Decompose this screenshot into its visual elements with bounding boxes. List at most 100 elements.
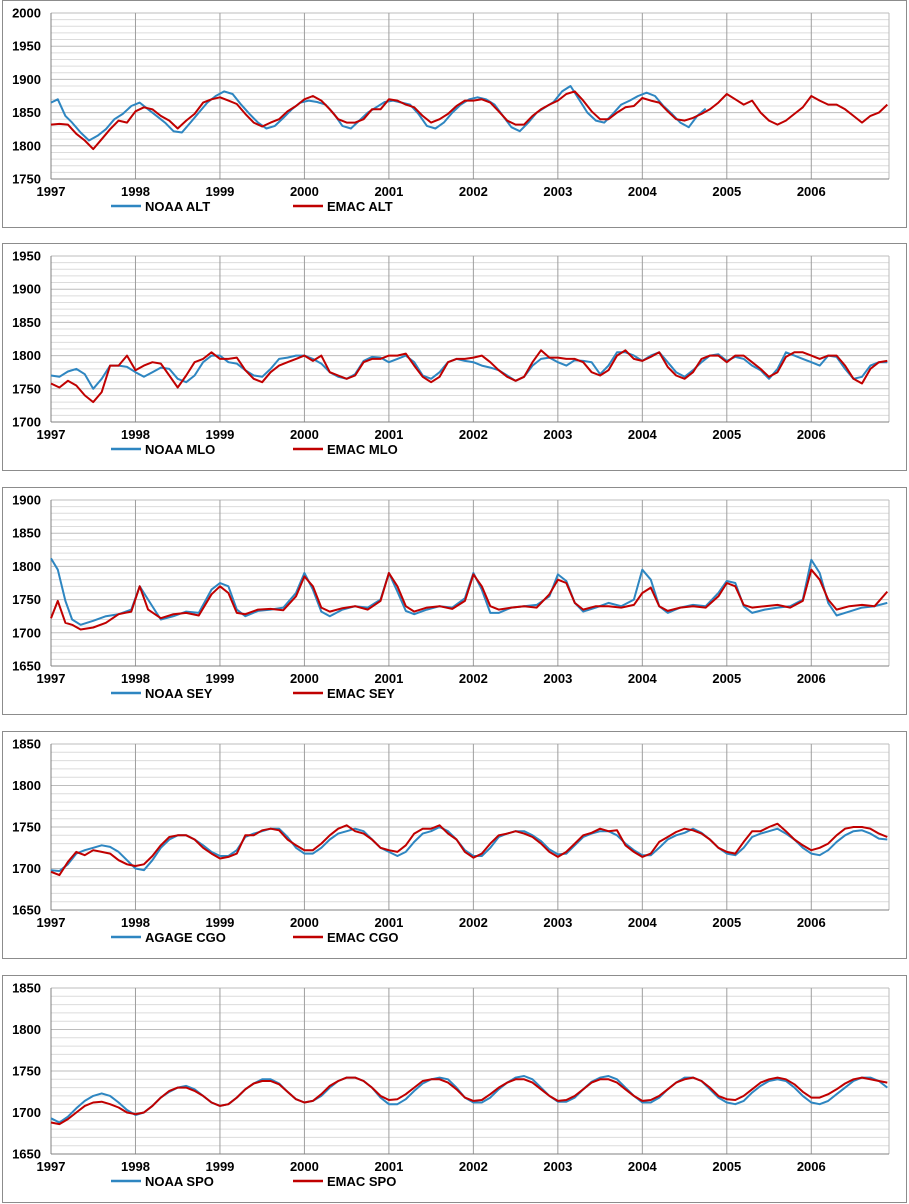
chart-panel-sey: 1650 1700 1750 1800 1850 1900 1997 1998 1999 2000… — [2, 487, 907, 715]
x-tick-label: 2001 — [374, 1159, 403, 1174]
x-tick-label: 2000 — [290, 915, 319, 930]
x-tick-label: 1999 — [205, 915, 234, 930]
x-tick-label: 2004 — [628, 184, 658, 199]
x-tick-label: 2005 — [712, 427, 741, 442]
y-tick-label: 1750 — [12, 381, 41, 396]
y-tick-label: 1900 — [12, 282, 41, 297]
x-tick-label: 2003 — [543, 184, 572, 199]
x-tick-label: 1998 — [121, 184, 150, 199]
x-tick-label: 2003 — [543, 427, 572, 442]
y-tick-label: 1850 — [12, 105, 41, 120]
y-tick-label: 1700 — [12, 861, 41, 876]
x-tick-label: 2005 — [712, 1159, 741, 1174]
chart-panel-spo: 1650 1700 1750 1800 1850 1997 1998 1999 2000 2001… — [2, 975, 907, 1203]
y-tick-label: 1800 — [12, 559, 41, 574]
y-tick-label: 1650 — [12, 1147, 41, 1162]
legend-label: NOAA SEY — [145, 686, 213, 701]
legend-label: EMAC ALT — [327, 199, 393, 214]
y-tick-label: 1800 — [12, 138, 41, 153]
x-tick-label: 1997 — [37, 671, 66, 686]
x-tick-label: 2006 — [797, 915, 826, 930]
x-tick-label: 2006 — [797, 671, 826, 686]
legend-label: NOAA SPO — [145, 1174, 214, 1189]
chart-mlo: 1700 1750 1800 1850 1900 1950 1997 1998 1999 2000… — [12, 249, 890, 457]
x-tick-label: 1998 — [121, 671, 150, 686]
gridlines — [50, 255, 890, 423]
series-line-emac-sey — [50, 568, 889, 631]
x-tick-label: 1997 — [37, 1159, 66, 1174]
chart-panel-mlo: 1700 1750 1800 1850 1900 1950 1997 1998 1999 2000… — [2, 243, 907, 471]
x-tick-label: 1997 — [37, 915, 66, 930]
chart-panel-alt: 1750 1800 1850 1900 1950 2000 1997 1998 1999 2000… — [2, 0, 907, 228]
legend-label: AGAGE CGO — [145, 930, 226, 945]
y-tick-label: 1750 — [12, 172, 41, 187]
y-tick-label: 1650 — [12, 903, 41, 918]
series-line-emac-mlo — [50, 349, 888, 404]
x-tick-label: 2000 — [290, 184, 319, 199]
legend-label: EMAC CGO — [327, 930, 399, 945]
x-tick-label: 2004 — [628, 671, 658, 686]
x-tick-label: 2001 — [374, 184, 403, 199]
y-tick-label: 1850 — [12, 526, 41, 541]
x-tick-label: 2003 — [543, 915, 572, 930]
legend-label: NOAA MLO — [145, 442, 215, 457]
y-tick-label: 1800 — [12, 778, 41, 793]
x-tick-label: 2001 — [374, 671, 403, 686]
y-tick-label: 1850 — [12, 315, 41, 330]
x-tick-label: 2000 — [290, 427, 319, 442]
x-tick-label: 2002 — [459, 915, 488, 930]
x-tick-label: 1998 — [121, 1159, 150, 1174]
x-tick-label: 2003 — [543, 671, 572, 686]
series-line-emac-spo — [50, 1076, 888, 1126]
y-tick-label: 1950 — [12, 249, 41, 264]
series-line-emac-cgo — [50, 822, 888, 877]
x-tick-label: 1999 — [205, 427, 234, 442]
gridlines — [50, 499, 890, 667]
x-tick-label: 2002 — [459, 427, 488, 442]
chart-alt: 1750 1800 1850 1900 1950 2000 1997 1998 1999 2000… — [12, 6, 890, 214]
y-tick-label: 1850 — [12, 737, 41, 752]
x-tick-label: 2002 — [459, 671, 488, 686]
gridlines — [50, 743, 890, 911]
x-tick-label: 2004 — [628, 915, 658, 930]
series-line-noaa-alt — [50, 85, 707, 142]
legend-label: EMAC SPO — [327, 1174, 396, 1189]
legend-label: NOAA ALT — [145, 199, 210, 214]
y-tick-label: 1750 — [12, 1064, 41, 1079]
x-tick-label: 2005 — [712, 671, 741, 686]
series-line-agage-cgo — [50, 826, 888, 872]
x-tick-label: 1999 — [205, 184, 234, 199]
x-tick-label: 2002 — [459, 184, 488, 199]
x-tick-label: 2004 — [628, 1159, 658, 1174]
legend-label: EMAC MLO — [327, 442, 398, 457]
x-tick-label: 2001 — [374, 915, 403, 930]
chart-cgo: 1650 1700 1750 1800 1850 1997 1998 1999 2000 2001… — [12, 737, 890, 945]
chart-sey: 1650 1700 1750 1800 1850 1900 1997 1998 1999 2000… — [12, 493, 890, 701]
y-tick-label: 1800 — [12, 348, 41, 363]
x-tick-label: 1997 — [37, 184, 66, 199]
y-tick-label: 1700 — [12, 415, 41, 430]
y-tick-label: 1800 — [12, 1022, 41, 1037]
chart-spo: 1650 1700 1750 1800 1850 1997 1998 1999 2000 2001… — [12, 981, 890, 1189]
y-tick-label: 1950 — [12, 39, 41, 54]
x-tick-label: 2006 — [797, 184, 826, 199]
x-tick-label: 2005 — [712, 915, 741, 930]
y-tick-label: 1750 — [12, 592, 41, 607]
series-line-emac-alt — [50, 90, 888, 151]
x-tick-label: 2001 — [374, 427, 403, 442]
y-tick-label: 1900 — [12, 72, 41, 87]
x-tick-label: 2005 — [712, 184, 741, 199]
y-tick-label: 1700 — [12, 1105, 41, 1120]
y-tick-label: 1900 — [12, 493, 41, 508]
series-line-noaa-mlo — [50, 351, 888, 390]
chart-panel-cgo: 1650 1700 1750 1800 1850 1997 1998 1999 2000 2001… — [2, 731, 907, 959]
x-tick-label: 2002 — [459, 1159, 488, 1174]
x-tick-label: 2006 — [797, 427, 826, 442]
x-tick-label: 2004 — [628, 427, 658, 442]
y-tick-label: 1650 — [12, 659, 41, 674]
x-tick-label: 1997 — [37, 427, 66, 442]
x-tick-label: 2006 — [797, 1159, 826, 1174]
y-tick-label: 2000 — [12, 6, 41, 21]
x-tick-label: 1999 — [205, 1159, 234, 1174]
gridlines — [50, 12, 890, 180]
